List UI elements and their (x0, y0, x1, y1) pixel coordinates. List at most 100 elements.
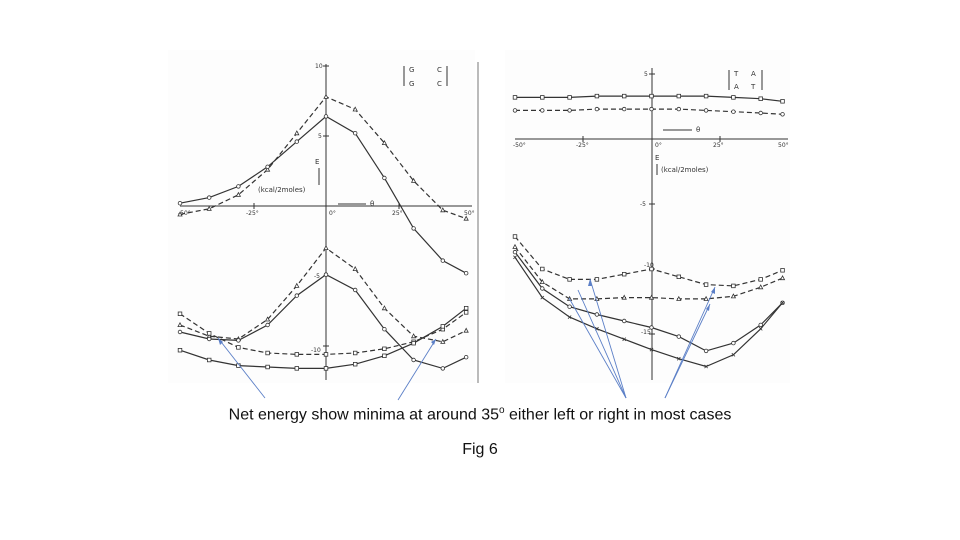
data-point (758, 96, 763, 101)
data-point (512, 243, 518, 249)
right-legend-label: A (751, 70, 756, 78)
data-point (177, 311, 183, 316)
data-point (622, 337, 627, 342)
caption-superscript: o (499, 405, 505, 416)
left-x-tick-label: -25° (246, 210, 259, 217)
data-point (265, 322, 270, 328)
right-legend-label: T (750, 83, 756, 91)
data-point (780, 268, 785, 273)
data-point (463, 327, 469, 333)
arrowhead-icon (431, 339, 436, 345)
data-point (323, 352, 329, 357)
data-point (440, 324, 445, 329)
data-point (236, 345, 241, 350)
data-point (567, 277, 572, 282)
data-point (780, 112, 785, 117)
left-y-tick-label: 10 (315, 63, 323, 70)
data-point (540, 286, 545, 291)
data-point (411, 357, 416, 363)
data-point (540, 95, 545, 100)
data-point (512, 234, 518, 239)
right-y-tick-label: -15 (641, 329, 651, 336)
data-point (649, 347, 654, 352)
data-point (352, 106, 358, 112)
data-point (323, 93, 329, 99)
right-yunit: (kcal/2moles) (661, 166, 709, 174)
left-scan (168, 50, 475, 383)
data-point (294, 282, 300, 288)
data-point (177, 347, 183, 353)
data-point (540, 108, 545, 113)
data-point (649, 266, 654, 272)
data-point (410, 177, 417, 183)
data-point (463, 305, 469, 311)
data-point (649, 93, 654, 99)
right-panel: -50° -25° 0° 25° 50° 5 -5 -10 -15 E (kca… (512, 68, 789, 380)
data-point (567, 304, 572, 309)
data-point (264, 166, 271, 172)
data-point (594, 106, 600, 112)
data-point (463, 215, 469, 221)
data-point (411, 226, 416, 231)
data-point (206, 205, 212, 211)
caption-main: Net energy show minima at around 35o eit… (0, 405, 960, 424)
data-point (353, 130, 358, 136)
series-line (514, 246, 783, 300)
data-point (758, 326, 763, 331)
data-point (323, 244, 329, 251)
left-legend-label: C (437, 80, 442, 88)
right-legend-label: A (734, 83, 739, 91)
data-point (512, 249, 518, 255)
data-point (622, 271, 627, 277)
data-point (779, 275, 786, 281)
data-point (676, 356, 681, 361)
data-point (676, 334, 681, 339)
data-point (512, 95, 518, 100)
data-point (206, 336, 212, 342)
data-point (676, 295, 682, 301)
data-point (622, 106, 627, 112)
data-point (463, 271, 469, 276)
data-point (235, 191, 242, 197)
data-point (463, 355, 469, 360)
figure-label: Fig 6 (462, 441, 498, 458)
data-point (567, 108, 572, 113)
left-legend-label: C (437, 66, 442, 74)
data-point (411, 340, 416, 346)
data-point (731, 109, 736, 114)
data-point (352, 361, 358, 367)
annotation-arrow (589, 278, 627, 399)
data-point (676, 274, 681, 279)
data-point (381, 139, 388, 146)
data-point (177, 321, 183, 328)
data-point (236, 338, 241, 343)
data-point (206, 331, 212, 336)
data-point (703, 108, 709, 113)
data-point (440, 207, 446, 213)
left-legend-label: G (409, 66, 414, 74)
caption-text: either left or right in most cases (504, 406, 732, 424)
left-ylabel: E (315, 158, 319, 166)
data-point (440, 338, 446, 344)
data-point (513, 255, 517, 260)
annotation-arrow (217, 337, 266, 399)
data-point (353, 287, 358, 293)
data-point (731, 95, 736, 100)
data-point (294, 352, 299, 357)
data-point (440, 366, 445, 371)
data-point (236, 184, 241, 189)
right-x-tick-label: 25° (713, 142, 724, 149)
data-point (265, 350, 270, 356)
data-point (731, 340, 736, 346)
data-point (294, 293, 299, 298)
data-point (177, 211, 183, 217)
left-legend-label: G (409, 80, 414, 88)
data-point (382, 175, 387, 181)
data-point (594, 93, 600, 99)
data-point (352, 265, 358, 272)
left-y-tick-label: -10 (311, 347, 321, 354)
data-point (294, 139, 299, 144)
data-point (294, 366, 299, 371)
